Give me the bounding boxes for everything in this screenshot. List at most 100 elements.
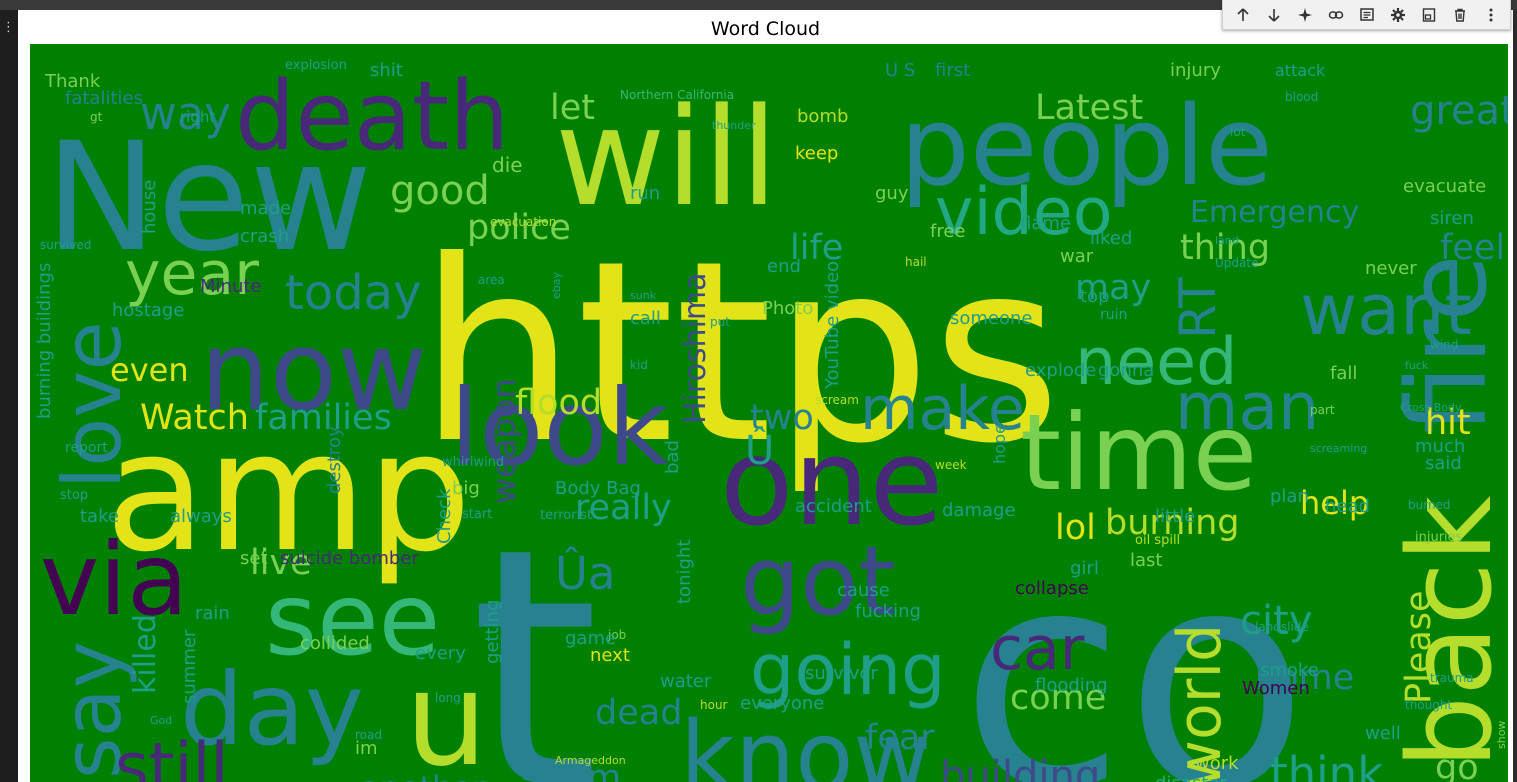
- word-cloud-word: survivor: [805, 663, 879, 684]
- word-cloud-word: Thank: [44, 71, 101, 92]
- word-cloud-word: blood: [1285, 90, 1318, 104]
- comment-button[interactable]: [1355, 3, 1379, 27]
- word-cloud-word: Emergency: [1190, 195, 1359, 230]
- word-cloud-word: crash: [240, 226, 289, 247]
- delete-button[interactable]: [1448, 3, 1472, 27]
- word-cloud-word: https: [418, 207, 1061, 498]
- word-cloud-word: every: [415, 643, 466, 664]
- word-cloud-word: t: [470, 478, 599, 782]
- word-cloud-word: said: [1425, 453, 1462, 474]
- more-options-button[interactable]: [1479, 3, 1503, 27]
- word-cloud-word: let: [550, 88, 595, 128]
- word-cloud-word: now: [200, 307, 427, 435]
- word-cloud-word: trauma: [1430, 671, 1474, 685]
- word-cloud-word: injuries: [1415, 530, 1463, 545]
- word-cloud-word: burned: [1408, 498, 1451, 512]
- word-cloud-word: made: [240, 198, 291, 219]
- word-cloud-word: disaster: [1155, 773, 1227, 782]
- word-cloud-word: much: [1415, 436, 1465, 457]
- word-cloud-word: Northern California: [620, 88, 734, 102]
- word-cloud-word: guy: [875, 183, 909, 204]
- word-cloud-word: way: [140, 87, 231, 140]
- word-cloud-word: summer: [179, 629, 200, 704]
- word-cloud-word: call: [630, 308, 661, 329]
- word-cloud-word: thought: [1405, 698, 1452, 712]
- word-cloud-word: Minute: [200, 276, 261, 297]
- word-cloud-word: ebay: [550, 272, 563, 299]
- move-up-button[interactable]: [1231, 3, 1255, 27]
- word-cloud-word: shit: [370, 60, 403, 81]
- word-cloud-word: bad: [662, 440, 683, 474]
- word-cloud-word: suicide bomber: [280, 548, 419, 569]
- word-cloud-word: girl: [1070, 558, 1099, 579]
- word-cloud-word: U S: [885, 60, 915, 81]
- word-cloud-word: damage: [942, 500, 1016, 521]
- word-cloud-word: flooding: [1035, 675, 1108, 696]
- word-cloud-word: Watch: [140, 398, 249, 438]
- word-cloud-word: start: [462, 507, 492, 522]
- word-cloud-word: game: [565, 628, 616, 649]
- word-cloud-word: free: [930, 221, 966, 242]
- word-cloud-word: stop: [60, 488, 88, 503]
- word-cloud-word: building: [940, 753, 1100, 782]
- word-cloud-word: whirlwind: [442, 455, 504, 470]
- word-cloud-word: end: [767, 256, 801, 277]
- word-cloud-word: may: [1075, 268, 1151, 308]
- sparkle-icon: [1297, 7, 1312, 22]
- word-cloud-word: everyone: [740, 693, 824, 714]
- word-cloud-word: year: [125, 239, 259, 309]
- word-cloud-word: hope: [990, 424, 1009, 464]
- word-cloud-word: collapse: [1015, 578, 1089, 599]
- word-cloud-word: burning: [1105, 503, 1239, 543]
- word-cloud-word: job: [607, 628, 626, 642]
- word-cloud-word: think: [1270, 747, 1383, 782]
- cell-collapse-icon[interactable]: ⋮: [2, 20, 15, 35]
- word-cloud-word: last: [1130, 550, 1162, 571]
- word-cloud-word: hail: [905, 255, 927, 269]
- word-cloud-word: Update: [1215, 256, 1258, 270]
- word-cloud-word: New: [45, 111, 372, 285]
- word-cloud-word: two: [750, 398, 814, 438]
- word-cloud-word: know: [680, 702, 931, 782]
- word-cloud-word: evacuation: [490, 215, 556, 229]
- word-cloud-word: fucking: [855, 601, 921, 622]
- word-cloud-word: another: [360, 769, 486, 782]
- word-cloud-word: city: [1240, 598, 1312, 644]
- word-cloud-word: road: [355, 728, 382, 742]
- word-cloud-word: first: [935, 60, 970, 81]
- word-cloud-word: car: [990, 614, 1085, 684]
- cell-toolbar: [1222, 0, 1511, 30]
- word-cloud-word: sunk: [630, 289, 657, 302]
- word-cloud-word: next: [590, 645, 630, 666]
- word-cloud-word: screaming: [1310, 442, 1367, 455]
- word-cloud-word: fatalities: [65, 88, 143, 109]
- word-cloud-word: still: [115, 730, 229, 782]
- word-cloud-word: head: [1325, 496, 1370, 517]
- word-cloud-word: run: [630, 183, 660, 204]
- word-cloud-word: gt: [90, 110, 103, 124]
- window-top-bar: [0, 0, 1517, 10]
- word-cloud-word: wind: [1430, 338, 1458, 352]
- word-cloud-word: collided: [300, 633, 370, 654]
- word-cloud-word: killed: [128, 614, 163, 694]
- word-cloud-word: going: [750, 629, 946, 711]
- word-cloud-word: via: [40, 521, 188, 638]
- word-cloud-word: fire: [1383, 254, 1508, 434]
- word-cloud-word: God: [150, 714, 172, 727]
- settings-button[interactable]: [1386, 3, 1410, 27]
- word-cloud-word: Photo: [762, 298, 813, 319]
- word-cloud-word: Women: [1242, 678, 1310, 699]
- word-cloud-word: lol: [1055, 508, 1096, 548]
- word-cloud-word: report: [65, 440, 108, 456]
- mirror-cell-button[interactable]: [1417, 3, 1441, 27]
- word-cloud-word: evacuate: [1403, 176, 1486, 197]
- trash-icon: [1454, 8, 1465, 22]
- link-button[interactable]: [1324, 3, 1348, 27]
- ai-sparkle-button[interactable]: [1293, 3, 1317, 27]
- word-cloud-word: big: [452, 478, 480, 499]
- word-cloud-word: Body Bag: [555, 478, 641, 499]
- move-down-button[interactable]: [1262, 3, 1286, 27]
- gear-icon: [1390, 7, 1405, 22]
- word-cloud-word: RT: [1169, 277, 1227, 339]
